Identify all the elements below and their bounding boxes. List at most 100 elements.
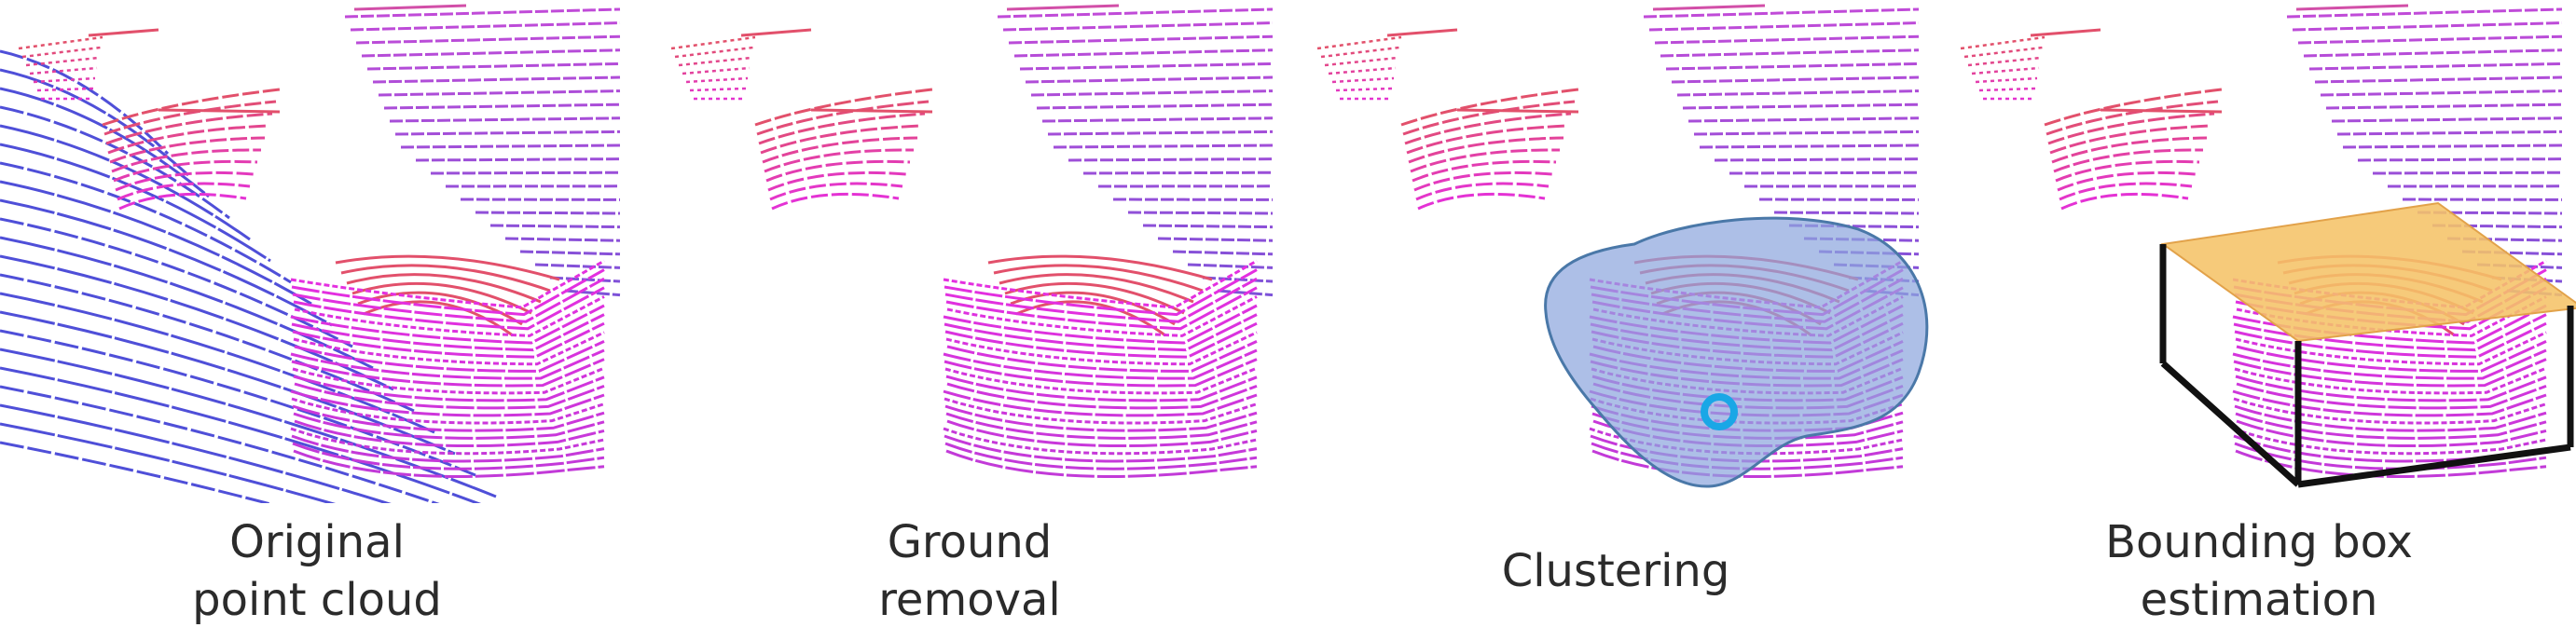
front-car-body-points [945,412,1258,440]
middle-car-points [109,136,266,164]
middle-car-points [769,182,903,201]
front-car-roof-points [999,273,1194,304]
far-object-points [1328,66,1397,75]
ground-scanline [0,441,273,503]
ground-scanline [0,198,333,327]
front-car-body-points [945,449,1258,478]
far-object-points [689,87,747,92]
middle-car-points [1415,182,1550,201]
front-car-body-points [2232,427,2547,456]
front-car-body-points [944,442,1258,471]
wall-scanline [1187,263,1274,269]
caption-line: Bounding box [2105,516,2413,568]
bounding-box-edge [2160,361,2301,487]
front-car-roof-points [340,264,551,293]
front-car-body-points [944,397,1258,425]
front-car-roof-points [346,273,542,304]
middle-car-points [2100,108,2223,114]
front-car-body-points [2234,321,2547,359]
front-car-body-points [944,434,1258,463]
front-car-body-points [293,449,605,478]
wall-scanline [353,4,467,11]
ground-scanline [0,180,312,306]
front-car-body-points [2234,442,2547,471]
point-cloud-group [1960,4,2576,488]
front-car-body-points [2234,404,2547,432]
front-car-body-points [944,366,1258,395]
far-object-points [1963,46,2044,59]
ground-scanline [0,422,337,503]
wall-scanline [1002,21,1274,32]
far-object-points [1975,76,2038,84]
middle-car-points [1404,112,1572,145]
far-object-points [88,28,159,37]
middle-car-points [765,159,911,183]
front-car-body-points [294,382,605,410]
ground-scanline [0,310,456,456]
far-object-points [678,56,752,67]
wall-scanline [1082,170,1274,175]
wall-scanline [2295,4,2409,11]
wall-scanline [997,7,1274,19]
middle-car-points [810,108,933,114]
far-object-points [21,46,102,59]
caption-line: point cloud [192,574,442,626]
wall-scanline [1006,4,1120,11]
middle-car-points [105,112,273,145]
middle-car-points [111,148,262,173]
middle-car-points [117,182,251,201]
front-car-body-points [294,340,605,373]
wall-scanline [400,143,621,149]
front-car-body-points [944,321,1258,359]
far-object-points [2030,28,2101,37]
panel-original-point-cloud: Original point cloud [0,0,634,641]
panel-clustering: Clustering [1299,0,1933,641]
middle-car-points [2047,112,2215,145]
middle-car-points [764,148,915,173]
wall-scanline [2308,61,2563,71]
front-car-body-points [2233,397,2547,425]
far-object-points [1967,56,2042,67]
front-car-body-points [2236,340,2547,373]
wall-scanline [1142,224,1274,229]
wall-scanline [2303,48,2563,58]
middle-car-points [760,124,922,155]
wall-scanline [1682,102,1920,110]
front-car-body-points [290,389,605,417]
front-car-body-points [294,295,605,337]
wall-scanline [2320,89,2563,97]
middle-car-points [103,100,277,136]
front-car-body-points [292,404,605,432]
front-car-body-points [2235,412,2547,440]
middle-car-points [762,136,918,164]
middle-car-points [1413,170,1553,192]
wall-scanline [350,21,621,32]
wall-scanline [372,75,621,84]
front-car-body-points [2236,382,2547,410]
wall-scanline [389,116,621,123]
ground-scanline [0,366,482,503]
front-car-body-points [291,268,605,317]
middle-car-points [1456,108,1579,114]
wall-scanline [1036,102,1274,110]
ground-scanline [0,143,271,263]
ground-scanline [0,329,476,477]
wall-scanline [383,102,621,110]
front-car-body-points [294,419,605,448]
front-car-body-points [943,304,1258,345]
front-car-roof-points [993,264,1204,293]
far-object-points [1316,35,1402,50]
ground-scanline [0,292,435,434]
wall-scanline [2357,157,2563,162]
middle-car-points [118,192,247,211]
ground-scanline [0,161,292,284]
ground-scanline [0,68,190,177]
point-cloud-group [0,4,621,503]
wall-scanline [1648,21,1920,32]
point-cloud-group [670,4,1274,478]
panel-ground-removal: Ground removal [653,0,1287,641]
far-object-points [29,66,98,75]
wall-scanline [1654,34,1920,45]
wall-scanline [2336,130,2563,136]
ground-scanline [0,403,392,503]
